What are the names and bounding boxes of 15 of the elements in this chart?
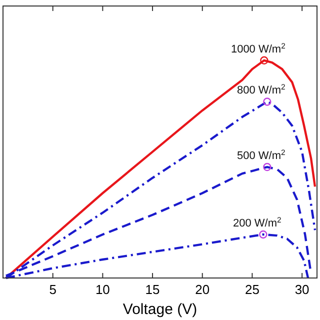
x-axis-title: Voltage (V)	[122, 301, 198, 318]
x-tick-label: 25	[244, 282, 260, 297]
x-tick-label: 20	[195, 282, 210, 297]
point	[260, 56, 268, 64]
annotation: 500 W/m$^{2}$	[237, 148, 286, 162]
point	[263, 162, 272, 172]
annotation: 1000 W/m$^{2}$	[230, 40, 286, 56]
annotation: 200 W/m$^{2}$	[233, 214, 282, 230]
x-tick-label: 5	[49, 282, 56, 297]
x-tick-label: 10	[95, 282, 110, 297]
x-tick-label: 15	[145, 282, 160, 297]
point	[263, 98, 272, 106]
x-tick-label: 30	[294, 282, 310, 297]
point	[259, 230, 268, 239]
annotation: 800 W/m$^{2}$	[237, 82, 286, 97]
